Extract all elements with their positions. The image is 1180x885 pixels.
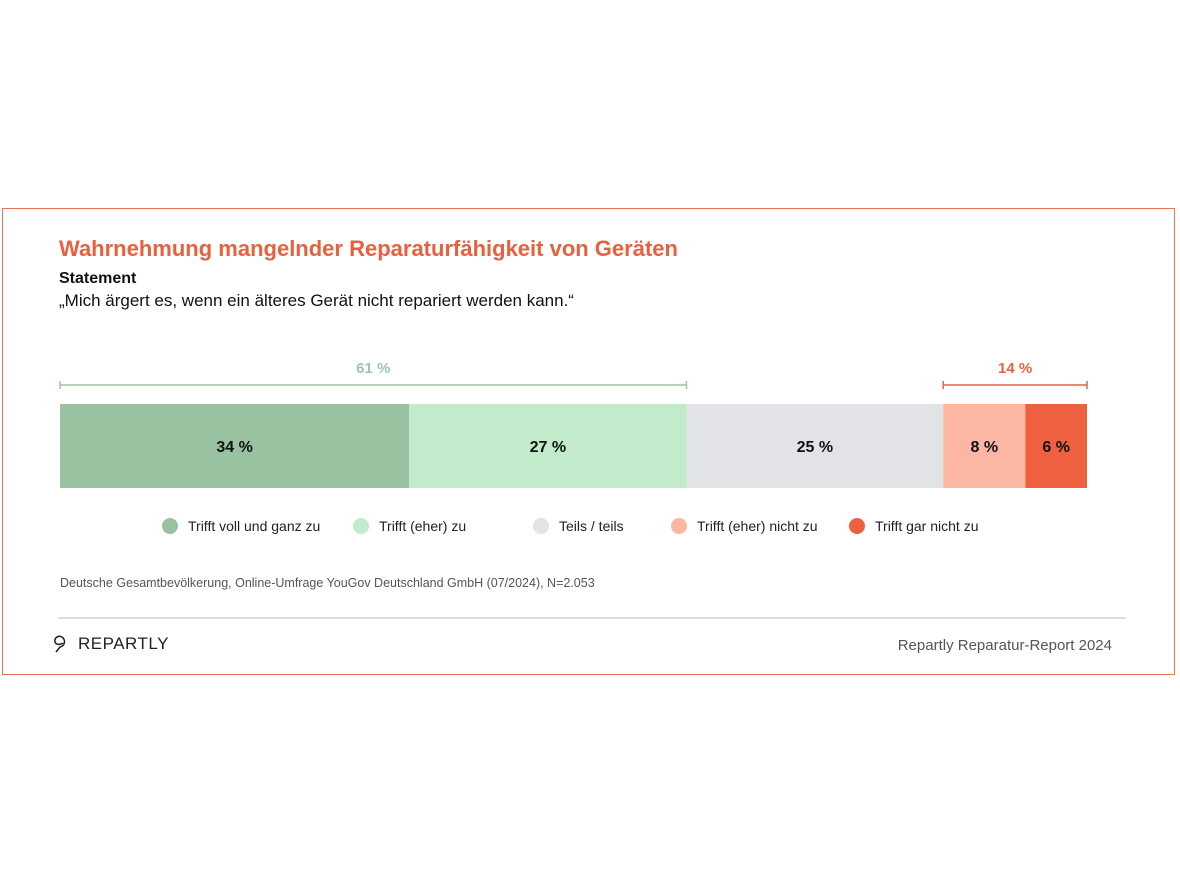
bracket-label: 61 % (356, 360, 390, 377)
legend: Trifft voll und ganz zu Trifft (eher) zu T… (0, 518, 1180, 538)
chart-title: Wahrnehmung mangelnder Reparaturfähigkei… (59, 236, 678, 261)
bar-label: 25 % (797, 439, 833, 456)
legend-swatch (671, 518, 687, 534)
legend-swatch (849, 518, 865, 534)
legend-label: Trifft (eher) zu (379, 518, 467, 534)
legend-item: Trifft gar nicht zu (849, 518, 978, 534)
legend-swatch (162, 518, 178, 534)
legend-label: Trifft voll und ganz zu (188, 518, 321, 534)
repartly-logo: REPARTLY (52, 634, 169, 654)
bar-label: 34 % (216, 439, 252, 456)
legend-item: Trifft (eher) zu (353, 518, 466, 534)
bar-label: 6 % (1042, 439, 1070, 456)
bar-label: 27 % (530, 439, 566, 456)
bar-label: 8 % (971, 439, 999, 456)
legend-item: Trifft (eher) nicht zu (671, 518, 818, 534)
logo-text: REPARTLY (78, 634, 169, 653)
bar-segment (1025, 404, 1087, 488)
legend-label: Teils / teils (559, 518, 624, 534)
source-note: Deutsche Gesamtbevölkerung, Online-Umfra… (60, 576, 595, 590)
statement-text: „Mich ärgert es, wenn ein älteres Gerät … (59, 291, 574, 310)
legend-swatch (353, 518, 369, 534)
repartly-logo-icon (54, 635, 66, 653)
bar-segment (943, 404, 1026, 488)
legend-swatch (533, 518, 549, 534)
bar-segment (409, 404, 687, 488)
legend-item: Trifft voll und ganz zu (162, 518, 320, 534)
bracket-label: 14 % (998, 360, 1032, 377)
divider (58, 617, 1126, 619)
statement-label: Statement (59, 270, 137, 287)
chart-frame (2, 208, 1175, 675)
legend-label: Trifft gar nicht zu (875, 518, 979, 534)
bar-segment (60, 404, 410, 488)
report-name: Repartly Reparatur-Report 2024 (897, 637, 1112, 654)
legend-item: Teils / teils (533, 518, 624, 534)
bar-segment (686, 404, 944, 488)
legend-label: Trifft (eher) nicht zu (697, 518, 818, 534)
